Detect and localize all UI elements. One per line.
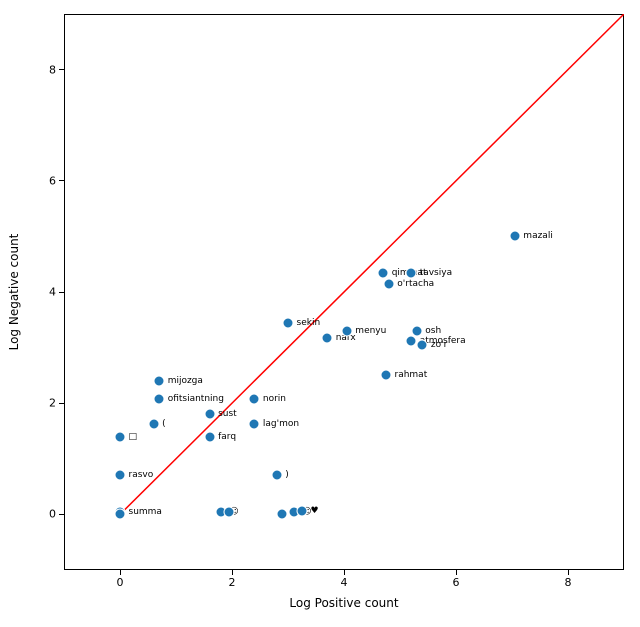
x-tick xyxy=(344,570,345,575)
plot-area xyxy=(64,14,624,570)
y-tick xyxy=(59,69,64,70)
data-point xyxy=(271,470,282,481)
data-point xyxy=(297,505,308,516)
data-point xyxy=(277,509,288,520)
x-tick-label: 2 xyxy=(229,576,236,589)
x-tick xyxy=(232,570,233,575)
x-tick xyxy=(120,570,121,575)
data-point xyxy=(406,267,417,278)
x-tick-label: 8 xyxy=(565,576,572,589)
x-tick-label: 6 xyxy=(453,576,460,589)
y-tick xyxy=(59,292,64,293)
data-point xyxy=(115,431,126,442)
data-point xyxy=(283,317,294,328)
x-tick xyxy=(456,570,457,575)
y-tick-label: 2 xyxy=(0,397,56,410)
data-point xyxy=(406,335,417,346)
y-tick-label: 6 xyxy=(0,174,56,187)
data-point xyxy=(341,325,352,336)
scatter-chart: 02468 02468 Log Positive count Log Negat… xyxy=(0,0,640,627)
data-point xyxy=(224,506,235,517)
y-tick xyxy=(59,180,64,181)
data-point xyxy=(509,231,520,242)
data-point xyxy=(249,393,260,404)
y-tick-label: 8 xyxy=(0,63,56,76)
data-point xyxy=(381,370,392,381)
x-tick xyxy=(568,570,569,575)
x-tick-label: 0 xyxy=(117,576,124,589)
data-point xyxy=(154,393,165,404)
data-point xyxy=(204,431,215,442)
data-point xyxy=(249,419,260,430)
x-axis-label: Log Positive count xyxy=(289,596,398,610)
data-point xyxy=(115,509,126,520)
data-point xyxy=(378,267,389,278)
data-point xyxy=(154,375,165,386)
y-tick xyxy=(59,403,64,404)
data-point xyxy=(411,325,422,336)
data-point xyxy=(148,419,159,430)
y-tick xyxy=(59,514,64,515)
data-point xyxy=(115,470,126,481)
y-tick-label: 0 xyxy=(0,508,56,521)
data-point xyxy=(417,339,428,350)
y-axis-label: Log Negative count xyxy=(7,234,21,351)
data-point xyxy=(383,278,394,289)
data-point xyxy=(204,409,215,420)
x-tick-label: 4 xyxy=(341,576,348,589)
data-point xyxy=(322,332,333,343)
